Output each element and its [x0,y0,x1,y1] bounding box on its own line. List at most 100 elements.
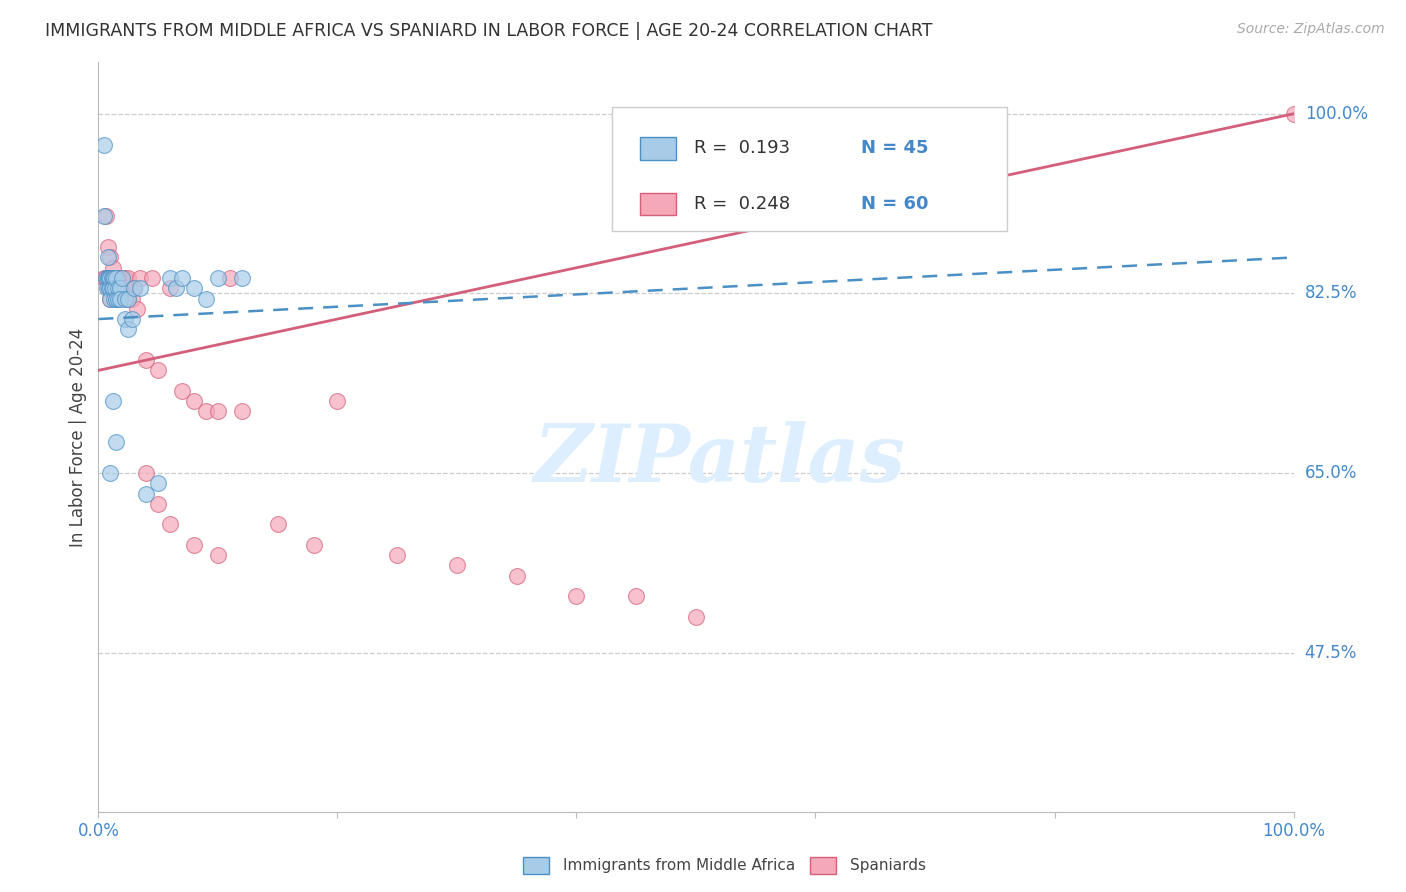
Point [93,271,115,285]
Text: Spaniards: Spaniards [851,858,927,873]
Text: Immigrants from Middle Africa: Immigrants from Middle Africa [564,858,796,873]
Point [104,281,127,295]
FancyBboxPatch shape [640,193,676,215]
Point [1282,107,1305,121]
Text: N = 45: N = 45 [860,139,928,157]
Point [506,568,529,582]
Point [101,271,124,285]
Text: R =  0.193: R = 0.193 [693,139,790,157]
Point [121,292,143,306]
Point [98,271,121,285]
Point [141,271,163,285]
Point [97,281,120,295]
Point [98,292,122,306]
Point [108,281,131,295]
Point [105,271,128,285]
Text: ZIPatlas: ZIPatlas [534,421,905,499]
Point [107,292,129,306]
Point [100,281,122,295]
Point [100,271,122,285]
Point [195,292,218,306]
Point [97,240,120,254]
Point [114,292,136,306]
Point [94,271,117,285]
Point [98,271,122,285]
Point [183,394,205,409]
FancyBboxPatch shape [523,857,548,874]
Point [385,548,409,562]
Point [148,363,170,377]
Point [97,271,120,285]
Point [108,281,131,295]
Point [98,466,122,480]
Point [101,260,124,275]
Point [93,137,115,152]
Point [183,281,205,295]
Point [148,497,170,511]
Point [129,281,152,295]
Point [98,281,122,295]
Point [103,271,125,285]
Point [100,271,122,285]
Point [159,517,181,532]
Point [267,517,290,532]
Point [97,251,120,265]
Text: 47.5%: 47.5% [1305,644,1357,662]
Text: N = 60: N = 60 [860,195,928,213]
Point [135,466,157,480]
Point [98,271,121,285]
Point [97,271,120,285]
FancyBboxPatch shape [810,857,835,874]
Point [302,538,325,552]
Point [165,281,187,295]
Point [103,292,125,306]
Point [105,292,128,306]
Point [98,292,122,306]
Point [107,281,129,295]
Point [117,292,139,306]
Point [111,271,134,285]
Point [98,271,122,285]
Point [94,210,117,224]
Point [107,271,129,285]
Text: R =  0.248: R = 0.248 [693,195,790,213]
Point [98,281,122,295]
Point [105,435,128,450]
Point [172,384,194,398]
Point [135,353,157,368]
FancyBboxPatch shape [613,107,1007,231]
Point [135,486,157,500]
Point [159,281,181,295]
Point [114,271,136,285]
Point [207,404,229,418]
Point [96,271,118,285]
Point [104,271,127,285]
Point [101,394,124,409]
Point [97,271,120,285]
Point [125,301,148,316]
Point [124,281,146,295]
Text: 100.0%: 100.0% [1305,104,1368,123]
Point [105,292,128,306]
Point [124,281,146,295]
Text: Source: ZipAtlas.com: Source: ZipAtlas.com [1237,22,1385,37]
Point [108,281,131,295]
Point [114,281,136,295]
Point [219,271,242,285]
Point [101,281,124,295]
Point [129,271,152,285]
Point [207,548,229,562]
Point [107,271,129,285]
Point [103,271,125,285]
Point [101,281,124,295]
Text: IMMIGRANTS FROM MIDDLE AFRICA VS SPANIARD IN LABOR FORCE | AGE 20-24 CORRELATION: IMMIGRANTS FROM MIDDLE AFRICA VS SPANIAR… [45,22,932,40]
Point [117,292,139,306]
Point [626,589,648,603]
Point [148,476,170,491]
Point [685,609,707,624]
Point [172,271,194,285]
Point [159,271,181,285]
Point [98,251,122,265]
Point [96,281,118,295]
Point [565,589,588,603]
